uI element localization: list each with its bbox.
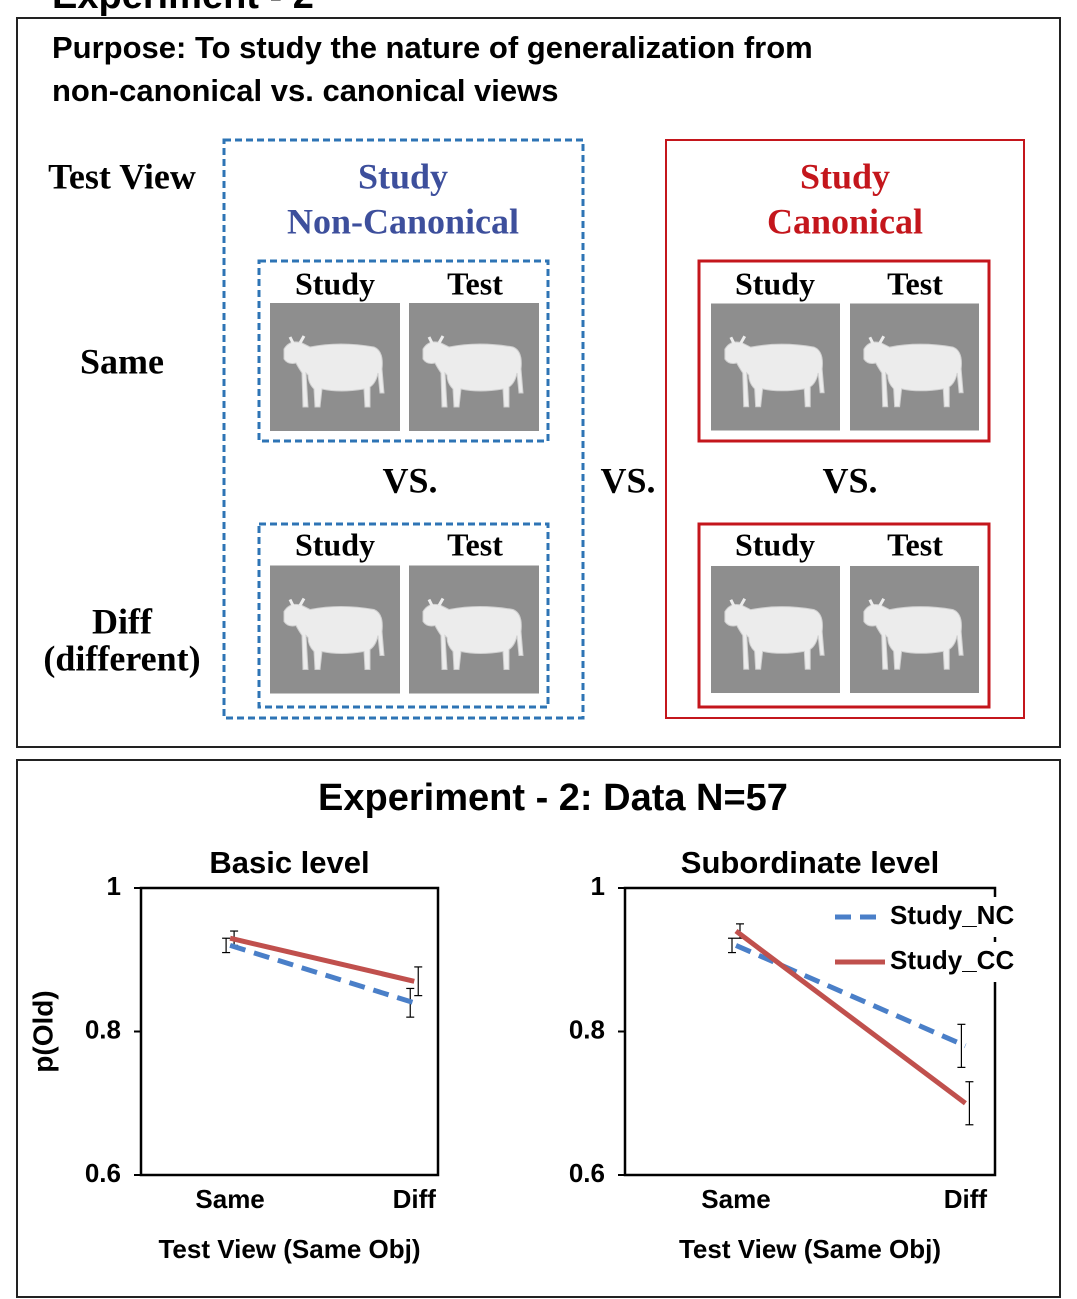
cow-image xyxy=(270,303,400,431)
series-line xyxy=(229,943,415,1006)
cow-image xyxy=(409,565,539,694)
row-label: Same xyxy=(80,341,164,381)
row-header: Test View xyxy=(48,156,196,196)
y-tick-label: 0.6 xyxy=(85,1158,121,1188)
pair-label: Test xyxy=(887,526,943,562)
x-axis-label: Test View (Same Obj) xyxy=(158,1234,420,1264)
error-bar xyxy=(957,1023,966,1068)
x-tick-label: Same xyxy=(195,1184,264,1214)
pair-frame xyxy=(257,259,550,443)
pair-label: Study xyxy=(735,526,815,562)
cow-image xyxy=(270,565,400,694)
x-tick-label: Diff xyxy=(944,1184,988,1214)
error-bar xyxy=(414,966,423,997)
error-bar xyxy=(965,1081,974,1126)
error-bar xyxy=(728,937,736,954)
legend-label: Study_CC xyxy=(890,945,1014,975)
panel-title: Canonical xyxy=(767,201,923,241)
pair-label: Test xyxy=(447,265,503,301)
pair-frame xyxy=(697,259,991,443)
header-title: Experiment - 2 xyxy=(52,0,314,17)
data-title: Experiment - 2: Data N=57 xyxy=(318,777,788,819)
series-line xyxy=(229,935,415,984)
row-label: Diff xyxy=(92,601,153,641)
data-frame xyxy=(16,759,1061,1298)
panel-frame xyxy=(222,138,585,720)
y-tick-label: 0.8 xyxy=(569,1014,605,1044)
chart-title: Basic level xyxy=(209,845,369,880)
vs-label: VS. xyxy=(822,460,877,500)
pair-label: Study xyxy=(295,265,375,301)
pair-label: Test xyxy=(447,526,503,562)
panel-frame xyxy=(665,139,1025,719)
y-tick-label: 1 xyxy=(107,871,121,901)
purpose: Purpose: To study the nature of generali… xyxy=(52,30,813,65)
cow-image xyxy=(850,565,979,694)
panel-title: Non-Canonical xyxy=(287,201,519,241)
x-axis-label: Test View (Same Obj) xyxy=(679,1234,941,1264)
pair-label: Test xyxy=(887,265,943,301)
row-label: (different) xyxy=(43,638,200,678)
y-axis-label: p(Old) xyxy=(27,990,58,1072)
vs-label: VS. xyxy=(600,460,655,500)
error-bar xyxy=(222,937,231,954)
plot-frame xyxy=(139,886,440,1177)
pair-label: Study xyxy=(735,265,815,301)
diagram-frame xyxy=(16,17,1061,748)
panel-title: Study xyxy=(800,156,890,196)
purpose: non-canonical vs. canonical views xyxy=(52,73,559,108)
y-tick-label: 1 xyxy=(591,871,605,901)
series-line xyxy=(734,943,967,1049)
cow-image xyxy=(850,303,979,431)
pair-label: Study xyxy=(295,526,375,562)
chart-title: Subordinate level xyxy=(681,845,939,880)
x-tick-label: Same xyxy=(701,1184,770,1214)
y-tick-label: 0.6 xyxy=(569,1158,605,1188)
panel-title: Study xyxy=(358,156,448,196)
cow-image xyxy=(711,565,840,694)
vs-label: VS. xyxy=(382,460,437,500)
cow-image xyxy=(409,303,539,431)
cow-image xyxy=(711,303,840,431)
legend-label: Study_NC xyxy=(890,900,1014,930)
series-line xyxy=(734,929,967,1106)
y-tick-label: 0.8 xyxy=(85,1014,121,1044)
pair-frame xyxy=(257,522,550,709)
x-tick-label: Diff xyxy=(393,1184,437,1214)
pair-frame xyxy=(697,522,991,709)
